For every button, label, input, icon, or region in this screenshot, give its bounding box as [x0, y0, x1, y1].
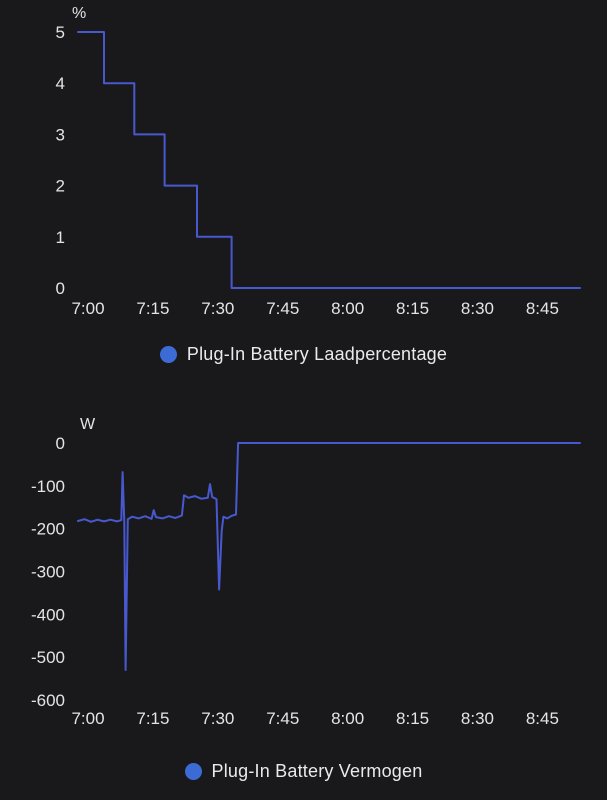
x-tick-label: 7:00 [71, 299, 104, 318]
y-tick-label: -500 [31, 648, 65, 667]
axis-unit-label: W [80, 416, 96, 433]
y-tick-label: -200 [31, 520, 65, 539]
y-tick-label: -100 [31, 477, 65, 496]
x-tick-label: 7:15 [136, 709, 169, 728]
y-tick-label: 2 [56, 177, 65, 196]
y-tick-label: 0 [56, 434, 65, 453]
axis-unit-label: % [72, 5, 86, 22]
legend-dot-icon [159, 346, 177, 363]
x-tick-label: 7:15 [136, 299, 169, 318]
x-tick-label: 8:30 [461, 709, 494, 728]
x-tick-label: 7:30 [201, 709, 234, 728]
legend-label: Plug-In Battery Vermogen [211, 761, 423, 781]
x-tick-label: 8:00 [331, 709, 364, 728]
series-line [77, 442, 581, 671]
legend-dot-icon [184, 763, 202, 780]
legend-label: Plug-In Battery Laadpercentage [186, 344, 448, 364]
x-tick-label: 8:30 [461, 299, 494, 318]
y-tick-label: -400 [31, 605, 65, 624]
y-tick-label: 0 [56, 279, 65, 298]
y-tick-label: 3 [56, 125, 65, 144]
x-tick-label: 7:00 [71, 709, 104, 728]
y-tick-label: 4 [56, 74, 65, 93]
y-tick-label: 5 [56, 23, 65, 42]
legend-battery-laadpercentage[interactable]: Plug-In Battery Laadpercentage [0, 344, 607, 365]
x-tick-label: 8:15 [396, 709, 429, 728]
x-tick-label: 8:00 [331, 299, 364, 318]
y-tick-label: 1 [56, 228, 65, 247]
y-tick-label: -600 [31, 691, 65, 710]
x-tick-label: 7:45 [266, 299, 299, 318]
y-tick-label: -300 [31, 563, 65, 582]
legend-battery-vermogen[interactable]: Plug-In Battery Vermogen [0, 761, 607, 782]
x-tick-label: 8:15 [396, 299, 429, 318]
x-tick-label: 8:45 [526, 299, 559, 318]
x-tick-label: 7:45 [266, 709, 299, 728]
x-tick-label: 7:30 [201, 299, 234, 318]
series-line [77, 31, 581, 289]
x-tick-label: 8:45 [526, 709, 559, 728]
